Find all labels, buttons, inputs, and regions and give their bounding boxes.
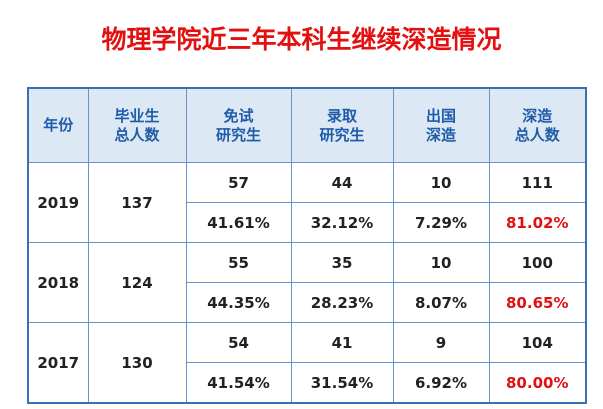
percent-cell: 7.29% [392,202,490,243]
percent-cell: 44.35% [185,282,292,323]
count-cell: 111 [488,162,587,203]
percent-cell: 6.92% [392,362,490,404]
header-line: 深造 [522,106,553,125]
count-row: 2017 130 54 41 9 104 [27,322,587,404]
count-row: 2019 137 57 44 10 111 [27,162,587,243]
header-row: 年份 毕业生 总人数 免试 研究生 录取 研究生 出国 深造 深造 总人数 [27,87,587,163]
header-line: 总人数 [114,125,160,144]
count-cell: 57 [185,162,292,203]
title: 物理学院近三年本科生继续深造情况 [101,25,502,54]
percent-cell: 31.54% [290,362,394,404]
count-cell: 10 [392,162,490,203]
percent-cell: 28.23% [290,282,394,323]
count-cell: 55 [185,242,292,283]
header-line: 年份 [43,116,74,134]
count-cell: 100 [488,242,587,283]
percent-cell: 81.02% [488,202,587,243]
year-cell: 2017 [27,322,89,404]
count-cell: 9 [392,322,490,363]
header-line: 出国 [425,106,456,125]
percent-row: 41.54% 31.54% 6.92% 80.00% [28,362,587,404]
percent-row: 41.61% 32.12% 7.29% 81.02% [28,202,587,243]
header-line: 总人数 [514,125,560,144]
header-line: 毕业生 [114,106,160,125]
header-cell: 深造 总人数 [488,87,587,163]
header-line: 研究生 [319,125,365,144]
header-line: 免试 [223,106,254,125]
graduates-cell: 124 [87,242,187,323]
header-cell: 录取 研究生 [290,87,394,163]
header-cell: 出国 深造 [392,87,490,163]
header-cell: 免试 研究生 [185,87,292,163]
year-cell: 2018 [27,242,89,323]
count-cell: 44 [290,162,394,203]
percent-cell: 41.61% [185,202,292,243]
count-cell: 104 [488,322,587,363]
header-line: 录取 [326,106,357,125]
percent-row: 44.35% 28.23% 8.07% 80.65% [28,282,587,323]
data-table: 年份 毕业生 总人数 免试 研究生 录取 研究生 出国 深造 深造 总人数 2019 137 57 44 1… [27,87,587,404]
header-line: 深造 [425,125,456,144]
percent-cell: 80.65% [488,282,587,323]
count-cell: 35 [290,242,394,283]
graduates-cell: 130 [87,322,187,404]
count-cell: 54 [185,322,292,363]
percent-cell: 80.00% [488,362,587,404]
header-cell: 年份 [27,87,89,163]
header-cell: 毕业生 总人数 [87,87,187,163]
count-cell: 41 [290,322,394,363]
header-line: 研究生 [215,125,261,144]
year-cell: 2019 [27,162,89,243]
count-row: 2018 124 55 35 10 100 [27,242,587,323]
percent-cell: 41.54% [185,362,292,404]
percent-cell: 8.07% [392,282,490,323]
count-cell: 10 [392,242,490,283]
percent-cell: 32.12% [290,202,394,243]
graduates-cell: 137 [87,162,187,243]
table-body: 2019 137 57 44 10 111 41.61% 32.12% 7.29% 81.02% 2… [27,162,587,404]
